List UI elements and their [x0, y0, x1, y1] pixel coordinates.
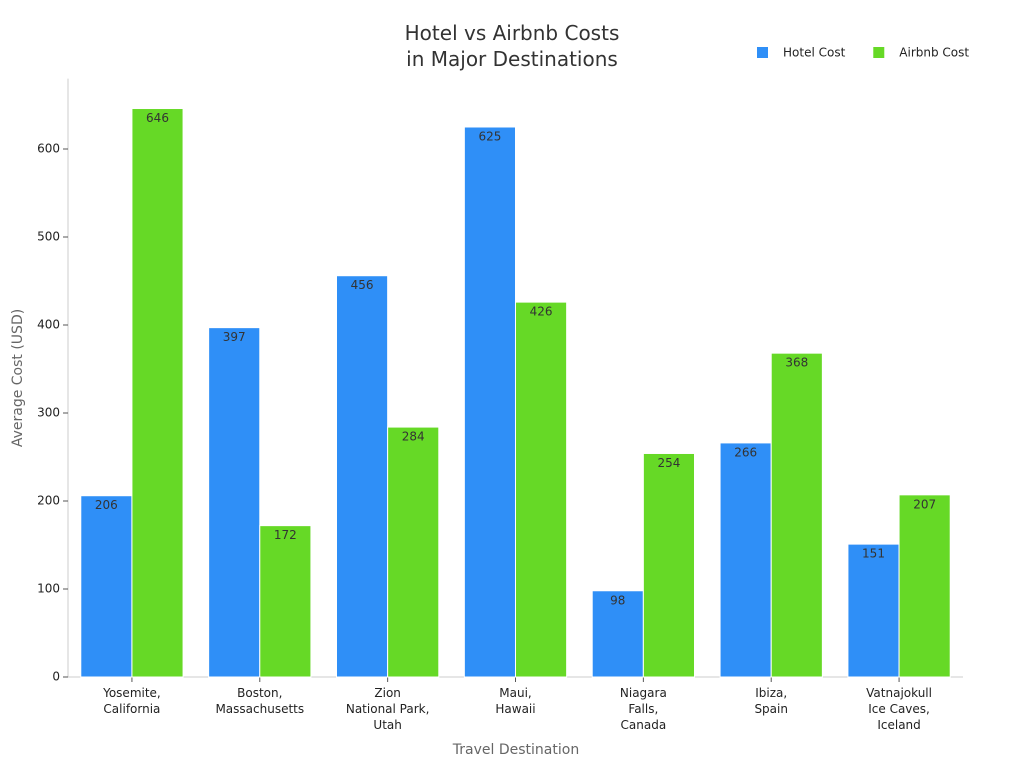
bar [898, 494, 951, 678]
x-tick-label: Niagara Falls, Canada [619, 686, 667, 732]
y-tick-label: 200 [37, 494, 60, 508]
bar [515, 301, 568, 678]
value-label: 456 [351, 278, 374, 292]
y-tick-label: 500 [37, 230, 60, 244]
y-tick-label: 0 [52, 670, 60, 684]
value-label: 98 [610, 593, 625, 607]
value-label: 368 [785, 356, 808, 370]
x-tick-label: Yosemite, California [103, 686, 161, 716]
legend-label: Hotel Cost [783, 46, 846, 60]
value-label: 426 [530, 305, 553, 319]
chart-title: Hotel vs Airbnb Costs in Major Destinati… [404, 21, 620, 71]
x-tick-label: Boston, Massachusetts [215, 686, 305, 716]
x-tick-label: Ibiza, Spain [754, 686, 788, 716]
bar [336, 275, 389, 678]
bar [80, 495, 133, 678]
bar [387, 426, 440, 678]
bar [131, 108, 184, 678]
value-label: 206 [95, 498, 118, 512]
value-label: 646 [146, 111, 169, 125]
x-tick-label: Maui, Hawaii [495, 686, 536, 716]
bar [642, 452, 695, 678]
y-tick-label: 300 [37, 406, 60, 420]
legend-swatch [873, 47, 885, 58]
value-label: 625 [478, 130, 501, 144]
y-tick-label: 100 [37, 582, 60, 596]
value-label: 397 [223, 330, 246, 344]
x-tick-label: Zion National Park, Utah [345, 686, 430, 732]
value-label: 151 [862, 547, 885, 561]
bar [847, 543, 900, 678]
value-label: 284 [402, 430, 425, 444]
y-tick-label: 400 [37, 318, 60, 332]
value-label: 207 [913, 497, 936, 511]
bar [208, 327, 261, 678]
value-label: 172 [274, 528, 297, 542]
y-tick-label: 600 [37, 142, 60, 156]
x-tick-label: Vatnajokull Ice Caves, Iceland [866, 686, 932, 732]
y-axis-label: Average Cost (USD) [10, 309, 26, 447]
value-label: 254 [657, 456, 680, 470]
value-label: 266 [734, 445, 757, 459]
bar [463, 126, 517, 678]
x-axis-label: Travel Destination [452, 742, 580, 758]
bar [259, 525, 312, 678]
bar [719, 442, 772, 678]
bar [770, 352, 823, 678]
legend-label: Airbnb Cost [899, 46, 969, 60]
legend-swatch [757, 47, 768, 58]
